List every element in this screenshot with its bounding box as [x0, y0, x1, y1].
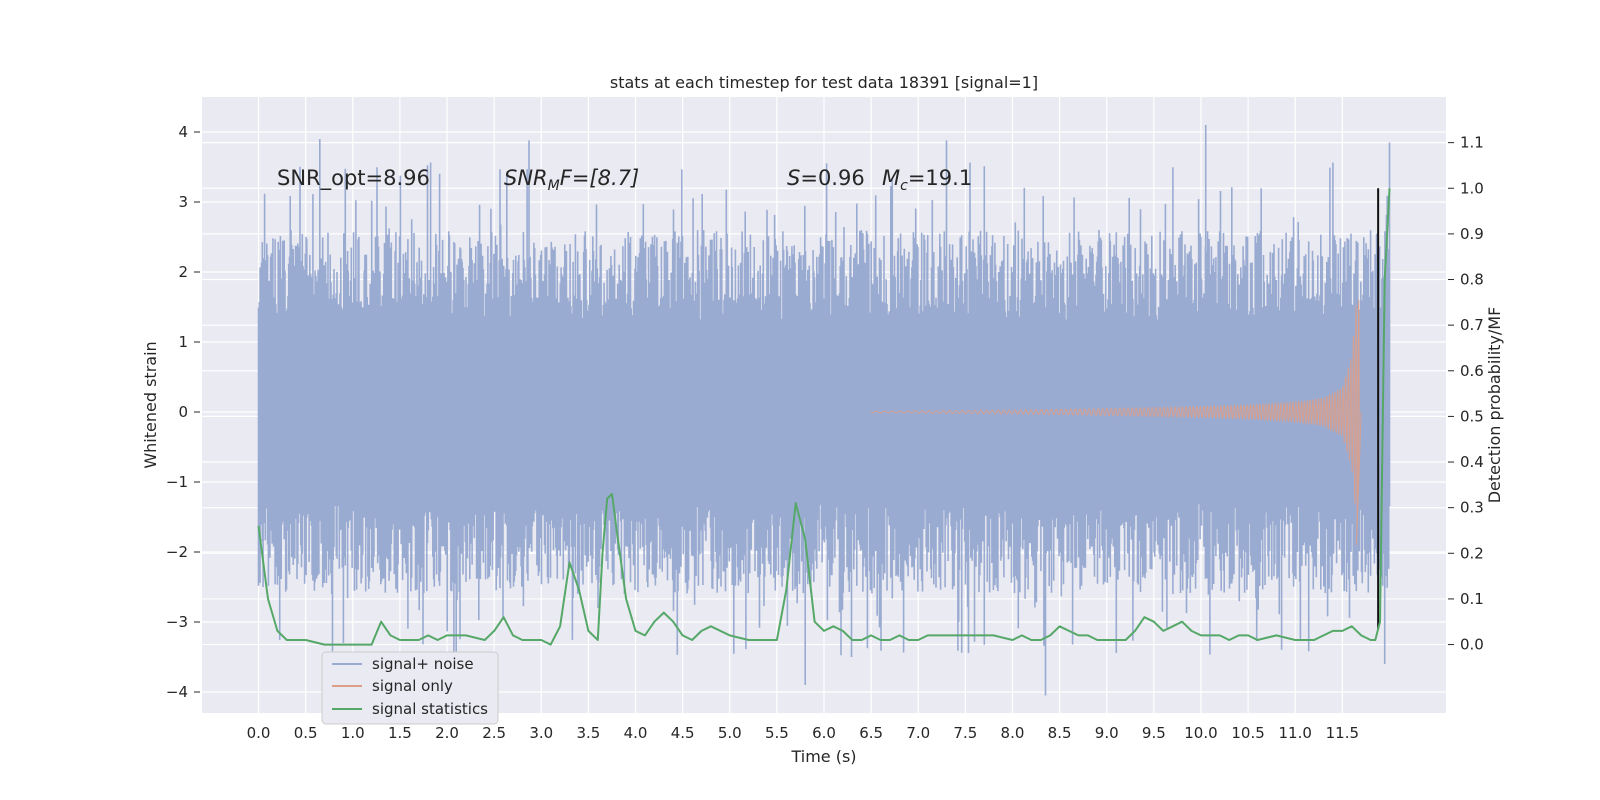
- y-tick-label-left: 1: [178, 333, 188, 351]
- annotation-mc-italic: M: [882, 166, 900, 190]
- x-tick-label: 0.0: [247, 724, 271, 742]
- statistics-line: [257, 188, 1391, 646]
- signal-statistics-series: [257, 188, 1391, 646]
- legend-box: [321, 651, 499, 725]
- x-tick-label: 4.5: [671, 724, 695, 742]
- annotation-snr-opt: SNR_opt=8.96: [277, 166, 430, 191]
- annotation-s-italic: S: [787, 166, 800, 190]
- y-axis-label-left: Whitened strain: [141, 341, 160, 468]
- y-tick-label-left: −1: [166, 473, 188, 491]
- annotation-snr-mf-rest-f: F=[8.7]: [560, 166, 639, 190]
- y-tick-label-right: 0.9: [1460, 225, 1484, 243]
- annotation-mc-sub: c: [900, 178, 908, 194]
- ticks: 0.0 0.5 1.0 1.5 2.0 2.5 3.0 3.5 4.0 4.5 5.0 5.5 6.0 6…: [166, 123, 1484, 742]
- x-tick-label: 2.5: [482, 724, 506, 742]
- legend-label-statistics: signal statistics: [372, 700, 488, 718]
- annotation-s-value: =0.96: [800, 166, 864, 190]
- x-tick-label: 1.5: [388, 724, 412, 742]
- y-tick-label-right: 0.8: [1460, 271, 1484, 289]
- chart-title: stats at each timestep for test data 183…: [610, 73, 1038, 92]
- y-tick-label-right: 0.5: [1460, 407, 1484, 425]
- y-tick-label-left: 3: [178, 193, 188, 211]
- x-tick-label: 9.0: [1095, 724, 1119, 742]
- x-tick-label: 0.5: [294, 724, 318, 742]
- signal-only-trace: [870, 300, 1362, 546]
- y-tick-label-right: 0.7: [1460, 316, 1484, 334]
- x-tick-label: 7.5: [953, 724, 977, 742]
- legend-label-noise: signal+ noise: [372, 655, 474, 673]
- x-tick-label: 7.0: [906, 724, 930, 742]
- y-tick-label-left: 2: [178, 263, 188, 281]
- x-tick-label: 11.5: [1326, 724, 1359, 742]
- x-tick-label: 11.0: [1279, 724, 1312, 742]
- x-tick-label: 9.5: [1142, 724, 1166, 742]
- annotation-mc: Mc=19.1: [882, 166, 972, 194]
- y-tick-label-left: −4: [166, 683, 188, 701]
- y-tick-label-right: 1.1: [1460, 134, 1484, 152]
- y-tick-label-left: −3: [166, 613, 188, 631]
- x-tick-label: 3.5: [576, 724, 600, 742]
- y-axis-label-right: Detection probability/MF: [1485, 307, 1504, 504]
- annotation-snr-mf-italic: SNR: [504, 166, 548, 190]
- x-tick-label: 5.0: [718, 724, 742, 742]
- noise-trace: [257, 125, 1391, 696]
- legend-label-signal: signal only: [372, 677, 453, 695]
- legend: signal+ noise signal only signal statist…: [321, 651, 499, 725]
- y-tick-label-right: 0.2: [1460, 544, 1484, 562]
- y-tick-label-right: 1.0: [1460, 179, 1484, 197]
- x-tick-label: 8.0: [1001, 724, 1025, 742]
- y-tick-label-left: 0: [178, 403, 188, 421]
- y-tick-label-right: 0.6: [1460, 362, 1484, 380]
- y-tick-label-right: 0.4: [1460, 453, 1484, 471]
- y-tick-label-right: 0.3: [1460, 499, 1484, 517]
- x-tick-label: 10.0: [1184, 724, 1217, 742]
- x-tick-label: 6.0: [812, 724, 836, 742]
- signal-only-series: [870, 188, 1380, 629]
- x-tick-label: 3.0: [529, 724, 553, 742]
- x-tick-label: 1.0: [341, 724, 365, 742]
- y-tick-label-left: 4: [178, 123, 188, 141]
- y-tick-label-right: 0.1: [1460, 590, 1484, 608]
- x-tick-label: 8.5: [1048, 724, 1072, 742]
- y-tick-label-left: −2: [166, 543, 188, 561]
- annotation-snr-mf-sub: M: [548, 178, 560, 194]
- y-tick-label-right: 0.0: [1460, 636, 1484, 654]
- x-axis-label: Time (s): [790, 747, 856, 766]
- x-tick-label: 6.5: [859, 724, 883, 742]
- x-tick-label: 10.5: [1231, 724, 1264, 742]
- x-tick-label: 2.0: [435, 724, 459, 742]
- x-tick-label: 4.0: [624, 724, 648, 742]
- x-tick-label: 5.5: [765, 724, 789, 742]
- annotation-snr-mf: SNRMF=[8.7]: [504, 166, 639, 194]
- annotation-mc-value: =19.1: [908, 166, 972, 190]
- annotation-s: S=0.96: [787, 166, 865, 190]
